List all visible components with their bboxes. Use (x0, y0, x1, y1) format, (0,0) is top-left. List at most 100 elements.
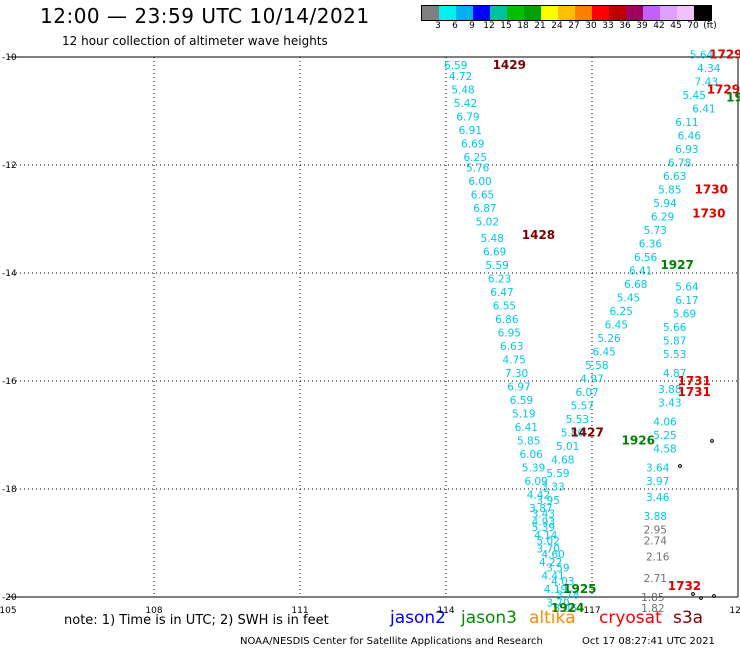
axis-layer: 105 108 111 114 117 120 -10 -12 -14 -16 -18 -20 (0, 53, 740, 616)
x-tick-label: 105 (0, 606, 17, 616)
wave-height-label: 2.71 (644, 573, 667, 585)
wave-height-label: 5.69 (673, 309, 696, 321)
wave-height-label: 5.19 (512, 408, 535, 420)
wave-height-label: 5.73 (644, 225, 667, 237)
credits: NOAA/NESDIS Center for Satellite Applica… (240, 636, 543, 647)
wave-height-label: 4.14 (534, 530, 558, 542)
legend-swatch (422, 6, 439, 20)
wave-height-label: 5.02 (537, 535, 560, 547)
legend-swatch (694, 6, 711, 20)
wave-height-label: 4.97 (580, 373, 603, 385)
wave-height-label: 6.09 (524, 476, 547, 488)
wave-height-label: 6.23 (488, 273, 511, 285)
legend-swatch (592, 6, 609, 20)
color-scale-legend (421, 5, 712, 21)
x-tick-label: 108 (145, 606, 162, 616)
legend-swatch (677, 6, 694, 20)
wave-height-label: 5.85 (517, 435, 540, 447)
wave-height-label: 3.46 (646, 492, 670, 504)
wave-height-label: 6.86 (495, 314, 519, 326)
wave-height-label: 5.48 (481, 233, 504, 245)
coastline-island (678, 464, 682, 468)
legend-label: 36 (619, 21, 631, 31)
wave-height-label: 6.36 (639, 238, 663, 250)
wave-height-label: 1.85 (641, 592, 664, 604)
legend-label: (ft) (703, 21, 717, 31)
time-label: 1926 (622, 433, 655, 447)
wave-height-label: 5.39 (522, 462, 545, 474)
legend-swatch (473, 6, 490, 20)
wave-height-label: 5.53 (663, 349, 686, 361)
wave-height-label: 5.42 (454, 98, 477, 110)
wave-height-label: 5.48 (451, 84, 474, 96)
time-label: 1729 (709, 47, 740, 61)
wave-height-label: 4.87 (663, 368, 686, 380)
wave-height-label: 5.85 (658, 184, 681, 196)
legend-swatch (575, 6, 592, 20)
coastline-island (691, 592, 695, 596)
color-scale-labels: 3 6 9 12 15 18 21 24 27 30 33 36 39 42 45 70 (ft) (421, 21, 740, 33)
legend-label: 70 (687, 21, 699, 31)
legend-label: 18 (517, 21, 529, 31)
wave-height-label: 7.43 (695, 76, 718, 88)
legend-jason3: jason3 (461, 608, 517, 628)
wave-height-label: 6.55 (493, 300, 516, 312)
time-label: 1428 (522, 228, 555, 242)
legend-swatch (456, 6, 473, 20)
wave-height-label: 5.66 (663, 322, 687, 334)
y-tick-label: -12 (2, 161, 17, 171)
wave-height-label: 3.78 (556, 589, 579, 601)
wave-height-label: 4.75 (502, 354, 525, 366)
wave-height-label: 6.63 (500, 341, 523, 353)
wave-height-label: 5.26 (597, 333, 621, 345)
wave-height-label: 6.69 (483, 246, 506, 258)
wave-height-label: 5.59 (485, 260, 508, 272)
wave-height-label: 5.39 (532, 522, 555, 534)
wave-height-label: 6.25 (610, 306, 633, 318)
legend-label: 30 (585, 21, 597, 31)
wave-height-label: 4.60 (541, 549, 564, 561)
wave-height-label: 3.95 (537, 495, 560, 507)
legend-cryosat: cryosat (599, 608, 662, 628)
coastline-island (710, 439, 714, 443)
legend-label: 24 (551, 21, 563, 31)
wave-height-label: 6.45 (605, 319, 628, 331)
wave-height-label: 4.22 (539, 557, 562, 569)
wave-height-label: 5.94 (653, 198, 677, 210)
legend-swatch (490, 6, 507, 20)
time-label: 1730 (692, 207, 725, 221)
time-label: 1927 (660, 258, 693, 272)
wave-height-label: 3.43 (658, 398, 681, 410)
wave-height-label: 6.59 (444, 60, 467, 72)
legend-swatch (660, 6, 677, 20)
wave-height-label: 6.65 (471, 190, 494, 202)
wave-height-label: 6.78 (668, 157, 691, 169)
wave-height-label: 6.63 (663, 171, 686, 183)
wave-height-label: 5.59 (546, 468, 569, 480)
x-tick-label: 111 (291, 606, 308, 616)
wave-height-label: 4.41 (541, 570, 564, 582)
wave-height-label: 6.87 (473, 203, 496, 215)
wave-height-label: 5.57 (571, 400, 594, 412)
wave-height-label: 3.88 (658, 384, 681, 396)
wave-height-label: 6.47 (490, 287, 513, 299)
mark-layer: 6.594.725.485.426.796.916.696.255.766.00… (444, 47, 740, 614)
footer-note: note: 1) Time is in UTC; 2) SWH is in fe… (64, 613, 329, 628)
wave-height-label: 5.02 (476, 217, 499, 229)
coastline-island (712, 594, 716, 598)
wave-height-label: 6.11 (675, 117, 698, 129)
wave-height-label: 4.93 (532, 516, 555, 528)
legend-swatch (626, 6, 643, 20)
legend-swatch (541, 6, 558, 20)
legend-label: 9 (469, 21, 475, 31)
wave-height-label: 5.64 (675, 282, 699, 294)
wave-height-label: 2.74 (644, 535, 668, 547)
timestamp: Oct 17 08:27:41 UTC 2021 (582, 636, 715, 647)
wave-height-label: 3.43 (532, 508, 555, 520)
wave-height-label: 6.68 (624, 279, 647, 291)
wave-height-label: 4.34 (697, 63, 721, 75)
legend-label: 15 (500, 21, 512, 31)
wave-height-label: 5.53 (566, 414, 589, 426)
time-label: 1730 (695, 182, 728, 196)
y-tick-label: -18 (2, 485, 17, 495)
